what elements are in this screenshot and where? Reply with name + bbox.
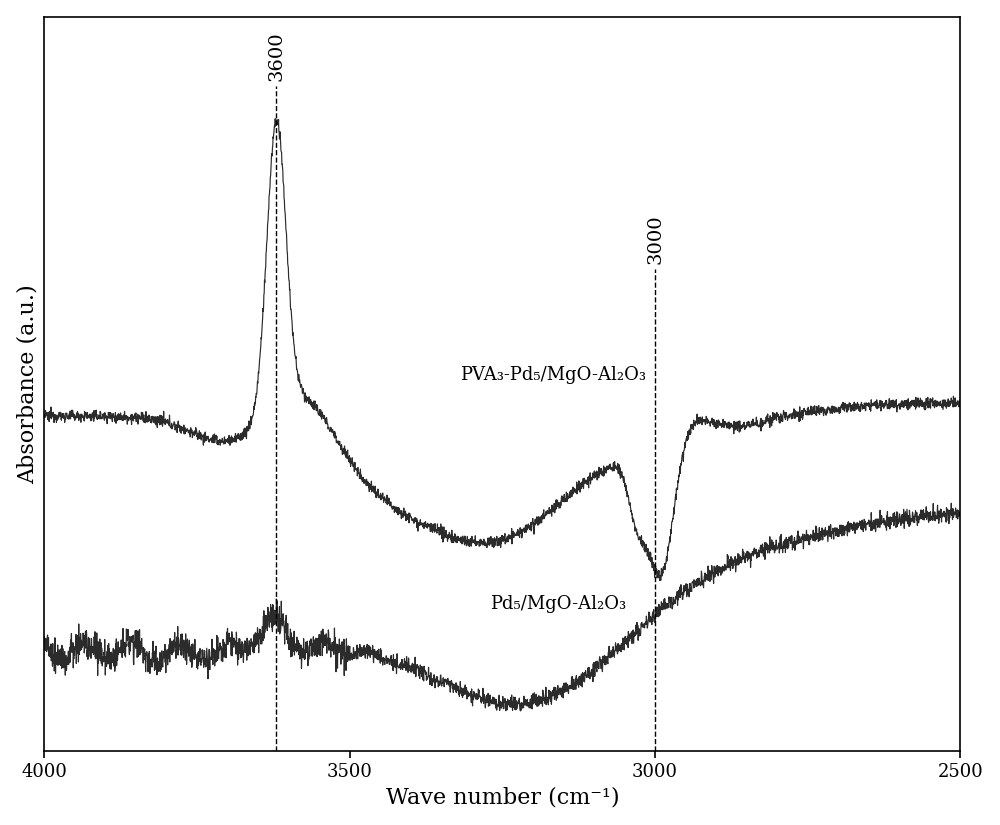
Y-axis label: Absorbance (a.u.): Absorbance (a.u.) xyxy=(17,284,39,483)
Text: 3000: 3000 xyxy=(646,214,664,265)
X-axis label: Wave number (cm⁻¹): Wave number (cm⁻¹) xyxy=(386,786,619,808)
Text: PVA₃-Pd₅/MgO-Al₂O₃: PVA₃-Pd₅/MgO-Al₂O₃ xyxy=(460,365,646,384)
Text: 3600: 3600 xyxy=(267,31,285,81)
Text: Pd₅/MgO-Al₂O₃: Pd₅/MgO-Al₂O₃ xyxy=(490,596,626,613)
